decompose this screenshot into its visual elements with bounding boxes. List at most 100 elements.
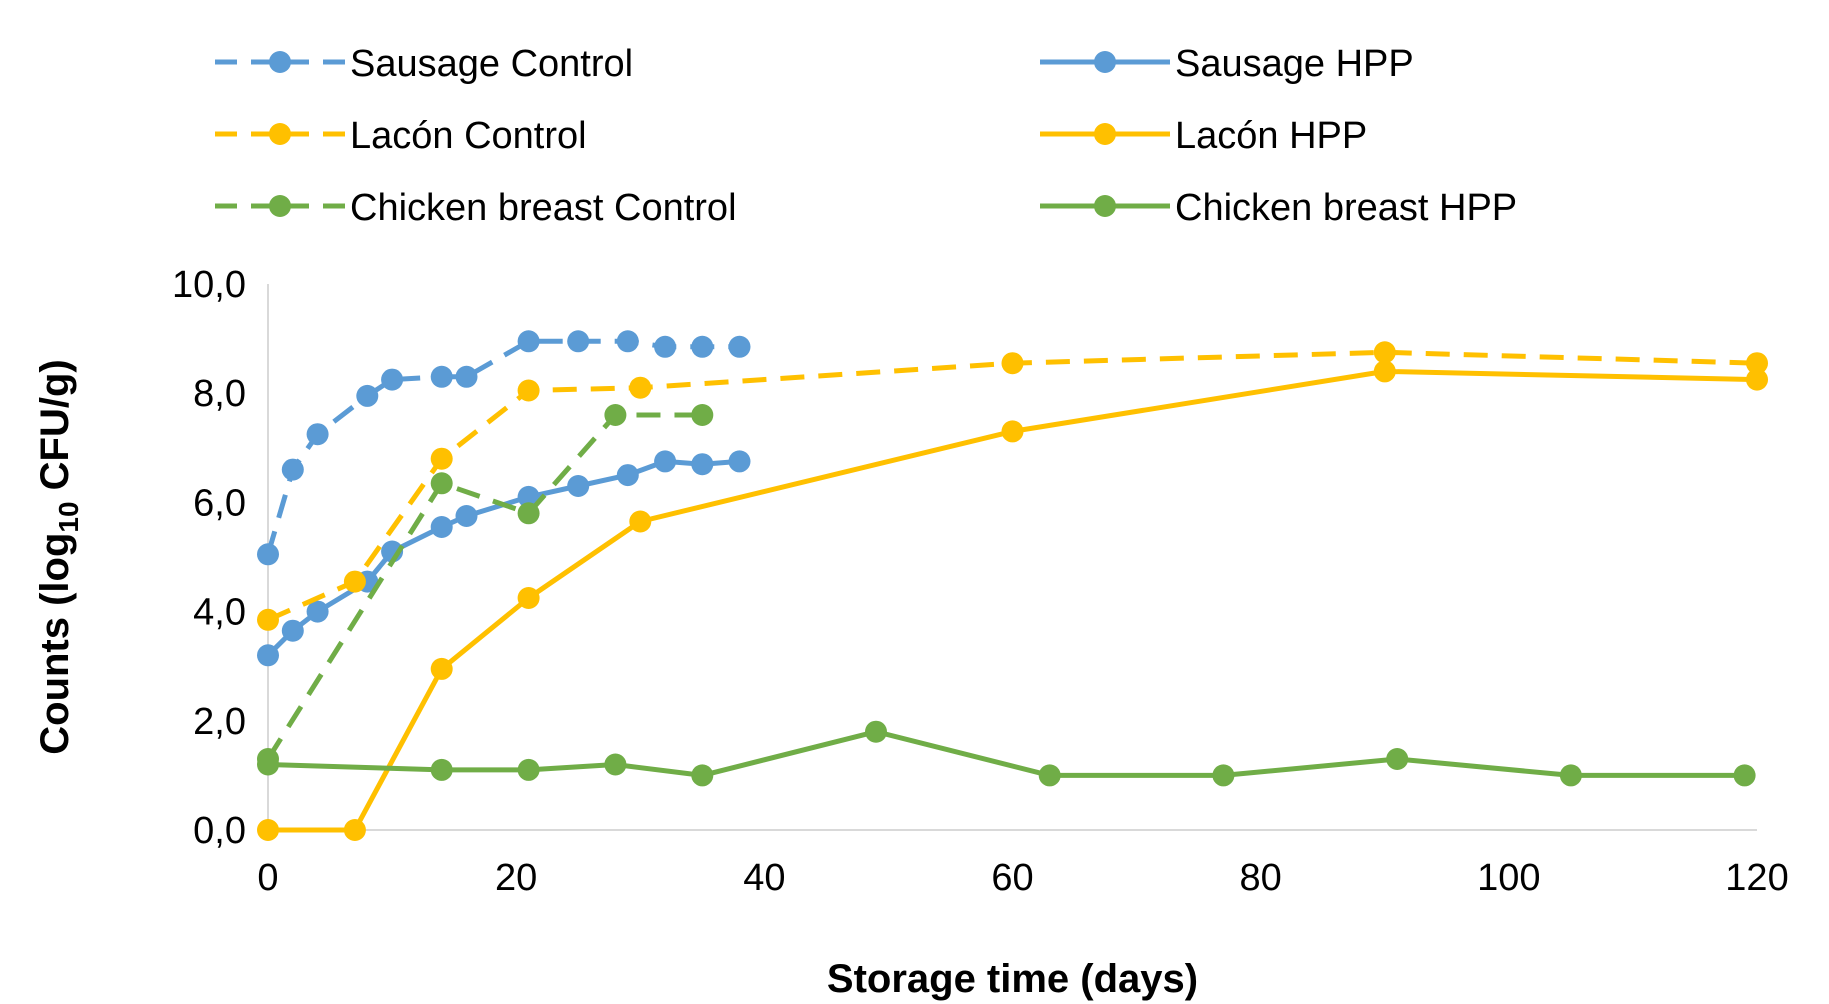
series-line-lac-n-hpp <box>268 368 1758 833</box>
legend-marker <box>1094 123 1116 145</box>
legend-item-lac-n-control: Lacón Control <box>215 115 587 157</box>
y-axis-title-suffix: CFU/g) <box>33 359 77 501</box>
x-axis-title: Storage time (days) <box>827 957 1198 1001</box>
series-line-sausage-hpp <box>266 458 740 658</box>
legend-item-chicken-breast-hpp: Chicken breast HPP <box>1040 187 1517 229</box>
data-point <box>1001 420 1024 443</box>
data-point <box>1559 764 1582 787</box>
series-chicken-breast-hpp <box>257 720 1756 787</box>
data-point <box>517 379 540 402</box>
data-point <box>691 335 714 358</box>
x-tick-label: 0 <box>257 857 278 899</box>
legend-label: Chicken breast HPP <box>1175 187 1517 229</box>
data-point <box>430 516 453 538</box>
data-point <box>517 587 540 609</box>
legend-item-lac-n-hpp: Lacón HPP <box>1040 115 1367 157</box>
data-point <box>343 570 366 593</box>
legend-label: Lacón HPP <box>1175 115 1367 157</box>
legend-item-sausage-hpp: Sausage HPP <box>1040 43 1414 85</box>
data-point <box>691 453 714 476</box>
data-point <box>1038 764 1061 787</box>
data-point <box>1373 360 1396 383</box>
data-point <box>343 819 366 841</box>
data-point <box>517 330 540 353</box>
series-sausage-control <box>257 330 751 566</box>
y-tick-label: 4,0 <box>193 592 246 634</box>
data-point <box>306 600 329 623</box>
data-point <box>865 720 887 743</box>
series-line-sausage-control <box>265 338 740 556</box>
data-point <box>616 464 639 487</box>
y-tick-label: 0,0 <box>193 810 246 852</box>
data-point <box>257 543 279 566</box>
series-lac-n-control <box>257 341 1768 631</box>
data-point <box>281 619 304 642</box>
data-point <box>1386 748 1409 770</box>
series-sausage-hpp <box>257 450 751 667</box>
data-point <box>430 365 453 388</box>
data-point <box>728 450 751 473</box>
data-point <box>604 753 627 776</box>
data-point <box>430 447 453 470</box>
legend: Sausage Control Sausage HPP Lacón Control L… <box>215 43 1517 229</box>
data-point <box>567 330 590 353</box>
data-point <box>1001 352 1024 375</box>
x-tick-label: 80 <box>1240 857 1282 899</box>
legend-item-chicken-breast-control: Chicken breast Control <box>215 187 737 229</box>
data-point <box>1212 764 1235 787</box>
x-tick-label: 60 <box>991 857 1033 899</box>
data-point <box>629 510 652 533</box>
y-tick-label: 10,0 <box>172 264 246 306</box>
data-point <box>306 423 329 446</box>
y-axis-title: Counts (log10 CFU/g) <box>33 359 84 755</box>
legend-marker <box>1094 51 1116 73</box>
data-point <box>654 335 677 358</box>
x-tick-label: 100 <box>1477 857 1540 899</box>
legend-item-sausage-control: Sausage Control <box>215 43 633 85</box>
series-line-lac-n-control <box>266 349 1758 623</box>
data-point <box>517 758 540 781</box>
legend-label: Sausage HPP <box>1175 43 1414 85</box>
legend-label: Chicken breast Control <box>350 187 737 229</box>
series-layer <box>257 330 1768 841</box>
x-tick-labels: 0 20 40 60 80 100 120 <box>257 857 1788 899</box>
data-point <box>455 365 478 388</box>
data-point <box>257 644 279 667</box>
data-point <box>356 384 379 407</box>
data-point <box>281 458 304 481</box>
x-tick-label: 20 <box>495 857 537 899</box>
data-point <box>517 485 540 508</box>
y-tick-label: 6,0 <box>193 482 246 524</box>
series-chicken-breast-control <box>257 404 714 770</box>
data-point <box>257 608 279 631</box>
legend-marker <box>269 123 291 145</box>
data-point <box>654 450 677 473</box>
y-tick-labels: 0,0 2,0 4,0 6,0 8,0 10,0 <box>172 264 246 852</box>
data-point <box>691 404 714 426</box>
data-point <box>455 505 478 527</box>
legend-label: Lacón Control <box>350 115 587 157</box>
data-point <box>604 404 627 426</box>
y-axis-title-prefix: Counts (log <box>33 533 77 755</box>
data-point <box>728 335 751 358</box>
data-point <box>1746 368 1768 391</box>
legend-label: Sausage Control <box>350 43 633 85</box>
y-axis-title-subscript: 10 <box>53 501 84 532</box>
data-point <box>430 758 453 781</box>
data-point <box>1733 764 1756 787</box>
y-tick-label: 2,0 <box>193 701 246 743</box>
legend-marker <box>1094 195 1116 217</box>
data-point <box>629 376 652 399</box>
data-point <box>567 475 590 497</box>
x-tick-label: 40 <box>743 857 785 899</box>
data-point <box>616 330 639 353</box>
data-point <box>1746 352 1768 375</box>
legend-marker <box>269 51 291 73</box>
y-tick-label: 8,0 <box>193 373 246 415</box>
data-point <box>517 502 540 525</box>
data-point <box>381 368 404 391</box>
series-lac-n-hpp <box>257 360 1768 841</box>
data-point <box>1373 341 1396 364</box>
data-point <box>257 753 279 776</box>
